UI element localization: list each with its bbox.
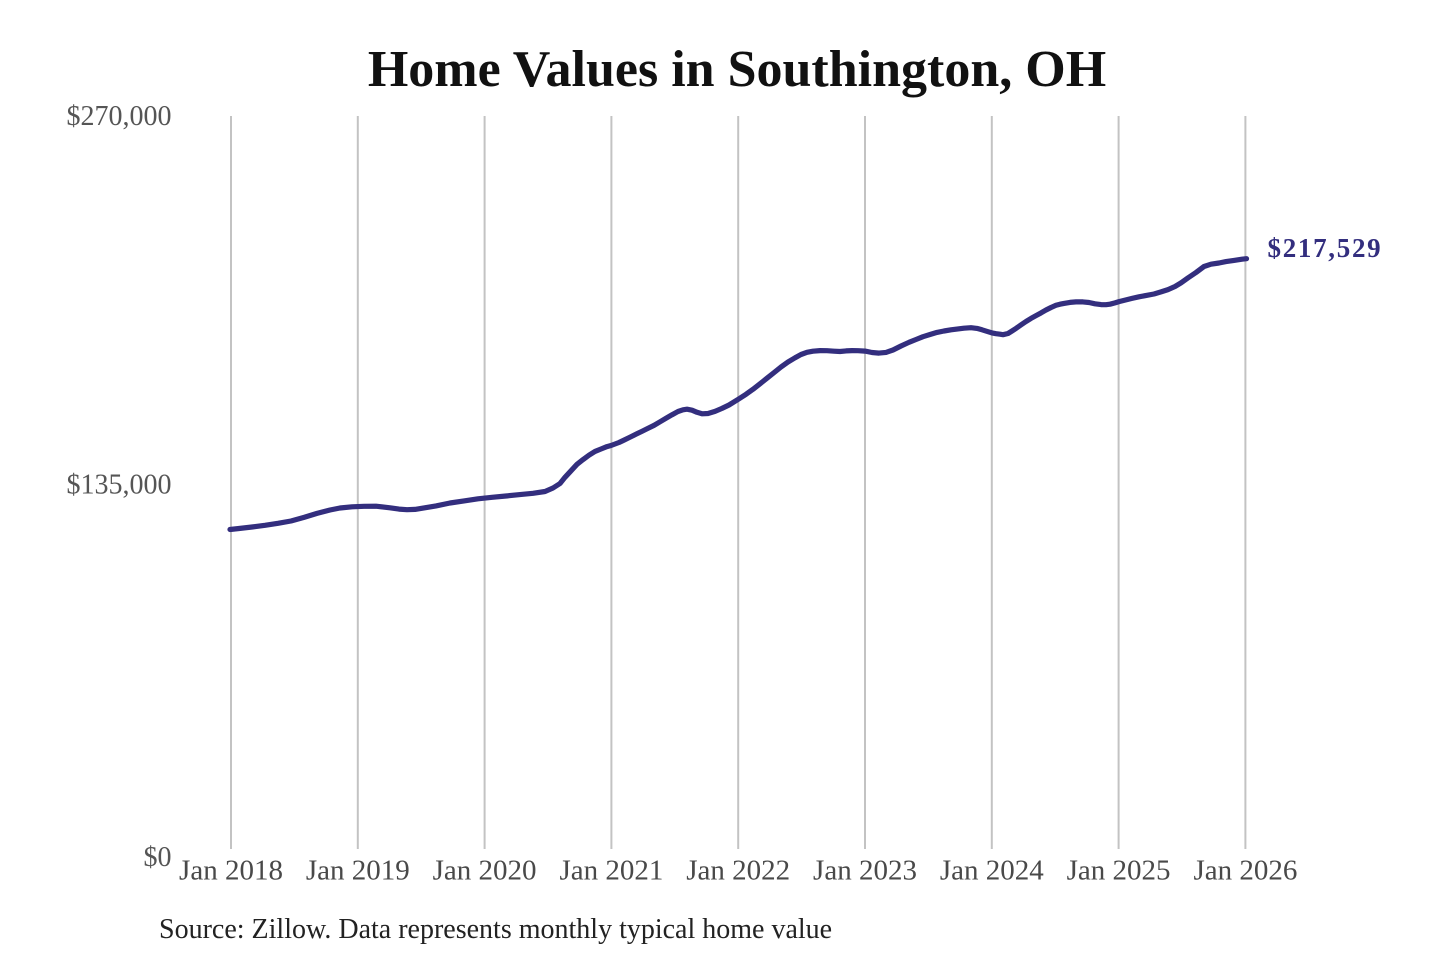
svg-text:Source: Zillow. Data represent: Source: Zillow. Data represents monthly … <box>159 914 832 945</box>
svg-text:Jan 2018: Jan 2018 <box>179 855 283 887</box>
svg-text:$217,529: $217,529 <box>1268 233 1383 263</box>
svg-text:Jan 2024: Jan 2024 <box>940 855 1044 887</box>
svg-text:Jan 2023: Jan 2023 <box>813 855 917 887</box>
svg-text:Jan 2021: Jan 2021 <box>559 855 663 887</box>
svg-text:$0: $0 <box>144 842 172 873</box>
svg-text:Jan 2022: Jan 2022 <box>686 855 790 887</box>
svg-text:$270,000: $270,000 <box>67 101 172 132</box>
svg-text:Jan 2019: Jan 2019 <box>306 855 410 887</box>
svg-text:Jan 2020: Jan 2020 <box>433 855 537 887</box>
svg-text:Home Values in Southington, OH: Home Values in Southington, OH <box>368 41 1106 98</box>
svg-text:Jan 2026: Jan 2026 <box>1193 855 1297 887</box>
svg-text:Jan 2025: Jan 2025 <box>1067 855 1171 887</box>
svg-text:$135,000: $135,000 <box>67 470 172 501</box>
